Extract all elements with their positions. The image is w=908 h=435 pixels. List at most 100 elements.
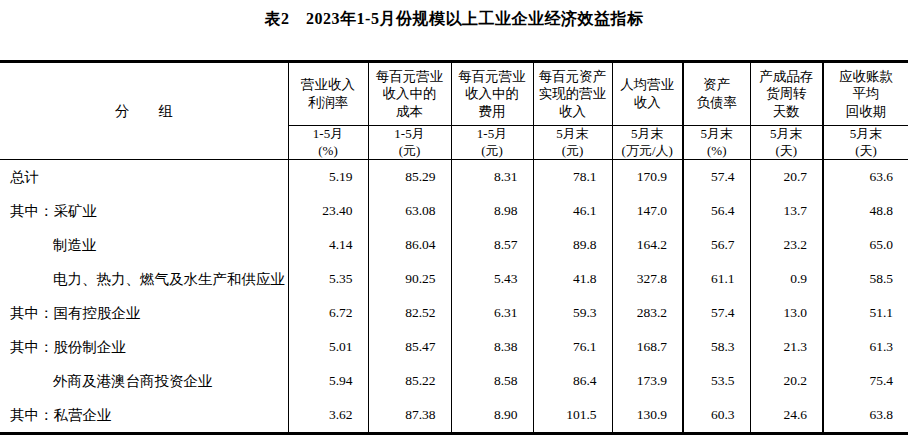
cell-value: 283.2: [612, 296, 683, 330]
cell-value: 13.7: [750, 194, 823, 228]
cell-value: 46.1: [533, 194, 612, 228]
cell-value: 8.31: [451, 160, 533, 195]
table-row: 其中：股份制企业5.0185.478.3876.1168.758.321.361…: [0, 330, 908, 364]
period-label: 5月末: [684, 126, 750, 142]
indicator-header: 人均营业 收入: [612, 62, 683, 126]
cell-value: 63.8: [823, 398, 908, 434]
cell-value: 0.9: [750, 262, 823, 296]
cell-value: 57.4: [683, 160, 750, 195]
cell-value: 327.8: [612, 262, 683, 296]
cell-value: 86.04: [368, 228, 451, 262]
cell-value: 85.22: [368, 364, 451, 398]
cell-value: 85.29: [368, 160, 451, 195]
cell-value: 20.7: [750, 160, 823, 195]
cell-value: 58.5: [823, 262, 908, 296]
cell-value: 3.62: [288, 398, 368, 434]
unit-label: (元): [452, 143, 533, 159]
cell-value: 59.3: [533, 296, 612, 330]
cell-value: 5.94: [288, 364, 368, 398]
cell-value: 61.1: [683, 262, 750, 296]
row-label: 总计: [0, 160, 288, 195]
cell-value: 58.3: [683, 330, 750, 364]
unit-label: (元): [534, 143, 612, 159]
period-label: 1-5月: [289, 126, 368, 142]
row-label: 其中：采矿业: [0, 194, 288, 228]
cell-value: 65.0: [823, 228, 908, 262]
cell-value: 60.3: [683, 398, 750, 434]
cell-value: 170.9: [612, 160, 683, 195]
cell-value: 8.90: [451, 398, 533, 434]
page-title: 表2 2023年1-5月份规模以上工业企业经济效益指标: [0, 0, 908, 60]
cell-value: 41.8: [533, 262, 612, 296]
cell-value: 61.3: [823, 330, 908, 364]
period-unit-header: 5月末(元): [533, 126, 612, 160]
cell-value: 8.57: [451, 228, 533, 262]
period-unit-header: 1-5月(元): [451, 126, 533, 160]
cell-value: 5.35: [288, 262, 368, 296]
cell-value: 8.58: [451, 364, 533, 398]
period-label: 5月末: [824, 126, 908, 142]
unit-label: (万元/人): [613, 143, 683, 159]
period-unit-header: 1-5月(%): [288, 126, 368, 160]
cell-value: 101.5: [533, 398, 612, 434]
table-row: 制造业4.1486.048.5789.8164.256.723.265.0: [0, 228, 908, 262]
page: 表2 2023年1-5月份规模以上工业企业经济效益指标 分 组 营业收入 利润率…: [0, 0, 908, 435]
cell-value: 6.72: [288, 296, 368, 330]
row-label: 其中：股份制企业: [0, 330, 288, 364]
unit-label: (%): [289, 143, 368, 159]
cell-value: 76.1: [533, 330, 612, 364]
cell-value: 13.0: [750, 296, 823, 330]
indicator-header: 产成品存 货周转 天数: [750, 62, 823, 126]
cell-value: 56.4: [683, 194, 750, 228]
cell-value: 130.9: [612, 398, 683, 434]
unit-label: (天): [824, 143, 908, 159]
cell-value: 56.7: [683, 228, 750, 262]
row-label: 其中：国有控股企业: [0, 296, 288, 330]
indicator-header: 每百元资产 实现的营业 收入: [533, 62, 612, 126]
row-label: 制造业: [0, 228, 288, 262]
header-row-1: 分 组 营业收入 利润率每百元营业 收入中的 成本每百元营业 收入中的 费用每百…: [0, 62, 908, 126]
period-unit-header: 5月末(万元/人): [612, 126, 683, 160]
table-row: 外商及港澳台商投资企业5.9485.228.5886.4173.953.520.…: [0, 364, 908, 398]
cell-value: 89.8: [533, 228, 612, 262]
table-row: 其中：采矿业23.4063.088.9846.1147.056.413.748.…: [0, 194, 908, 228]
indicator-header: 应收账款 平均 回收期: [823, 62, 908, 126]
cell-value: 57.4: [683, 296, 750, 330]
period-label: 1-5月: [452, 126, 533, 142]
period-unit-header: 5月末(%): [683, 126, 750, 160]
period-unit-header: 5月末(天): [823, 126, 908, 160]
cell-value: 168.7: [612, 330, 683, 364]
cell-value: 23.2: [750, 228, 823, 262]
cell-value: 82.52: [368, 296, 451, 330]
cell-value: 8.38: [451, 330, 533, 364]
cell-value: 5.43: [451, 262, 533, 296]
cell-value: 23.40: [288, 194, 368, 228]
table-body: 总计5.1985.298.3178.1170.957.420.763.6其中：采…: [0, 160, 908, 434]
cell-value: 21.3: [750, 330, 823, 364]
unit-label: (天): [751, 143, 823, 159]
cell-value: 87.38: [368, 398, 451, 434]
cell-value: 173.9: [612, 364, 683, 398]
group-column-header: 分 组: [0, 62, 288, 160]
cell-value: 48.8: [823, 194, 908, 228]
period-label: 5月末: [613, 126, 683, 142]
economic-indicators-table: 分 组 营业收入 利润率每百元营业 收入中的 成本每百元营业 收入中的 费用每百…: [0, 60, 908, 435]
row-label: 电力、热力、燃气及水生产和供应业: [0, 262, 288, 296]
cell-value: 78.1: [533, 160, 612, 195]
cell-value: 24.6: [750, 398, 823, 434]
table-row: 其中：国有控股企业6.7282.526.3159.3283.257.413.05…: [0, 296, 908, 330]
table-row: 电力、热力、燃气及水生产和供应业5.3590.255.4341.8327.861…: [0, 262, 908, 296]
period-label: 5月末: [751, 126, 823, 142]
cell-value: 20.2: [750, 364, 823, 398]
cell-value: 6.31: [451, 296, 533, 330]
indicator-header: 营业收入 利润率: [288, 62, 368, 126]
cell-value: 53.5: [683, 364, 750, 398]
cell-value: 63.6: [823, 160, 908, 195]
table-row: 其中：私营企业3.6287.388.90101.5130.960.324.663…: [0, 398, 908, 434]
indicator-header: 每百元营业 收入中的 成本: [368, 62, 451, 126]
row-label: 外商及港澳台商投资企业: [0, 364, 288, 398]
indicator-header: 每百元营业 收入中的 费用: [451, 62, 533, 126]
cell-value: 63.08: [368, 194, 451, 228]
period-unit-header: 1-5月(元): [368, 126, 451, 160]
cell-value: 164.2: [612, 228, 683, 262]
